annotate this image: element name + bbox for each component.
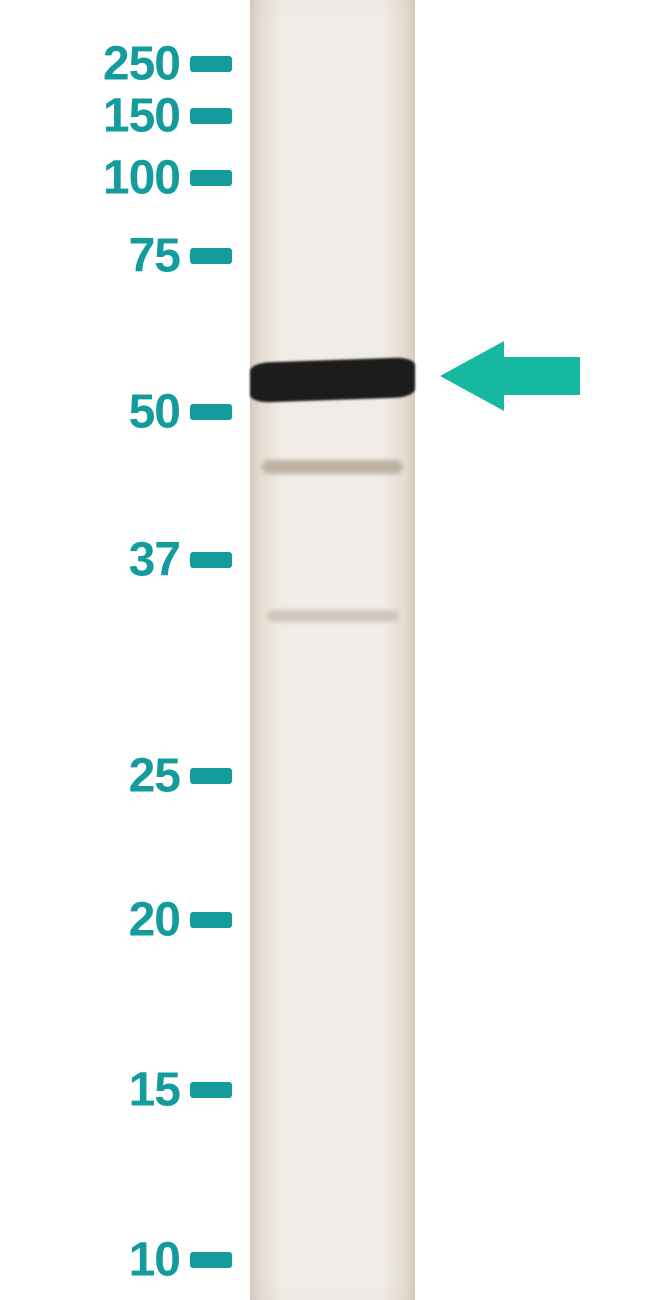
mw-label-20: 20 [129, 893, 180, 948]
western-blot-figure: 250150 100 75 50 37 25 20 15 10 [0, 0, 650, 1300]
mw-label-15: 15 [129, 1063, 180, 1118]
mw-label-50: 50 [129, 385, 180, 440]
mw-label-100: 100 [103, 151, 180, 206]
mw-dash-10 [190, 1252, 232, 1268]
band-1 [262, 460, 402, 474]
mw-dash-50 [190, 404, 232, 420]
mw-dash-250 [190, 56, 232, 72]
mw-label-250: 250 [103, 37, 180, 92]
mw-dash-37 [190, 552, 232, 568]
mw-dash-25 [190, 768, 232, 784]
mw-label-25: 25 [129, 749, 180, 804]
mw-label-37: 37 [129, 533, 180, 588]
mw-dash-20 [190, 912, 232, 928]
mw-label-150: 150 [103, 89, 180, 144]
mw-dash-150 [190, 108, 232, 124]
blot-lane [250, 0, 415, 1300]
mw-dash-75 [190, 248, 232, 264]
mw-dash-15 [190, 1082, 232, 1098]
mw-dash-100 [190, 170, 232, 186]
arrow-left-icon [440, 341, 580, 411]
band-2 [267, 610, 399, 622]
indicator-arrow [440, 341, 580, 411]
band-0 [250, 357, 415, 403]
mw-label-10: 10 [129, 1233, 180, 1288]
mw-label-75: 75 [129, 229, 180, 284]
